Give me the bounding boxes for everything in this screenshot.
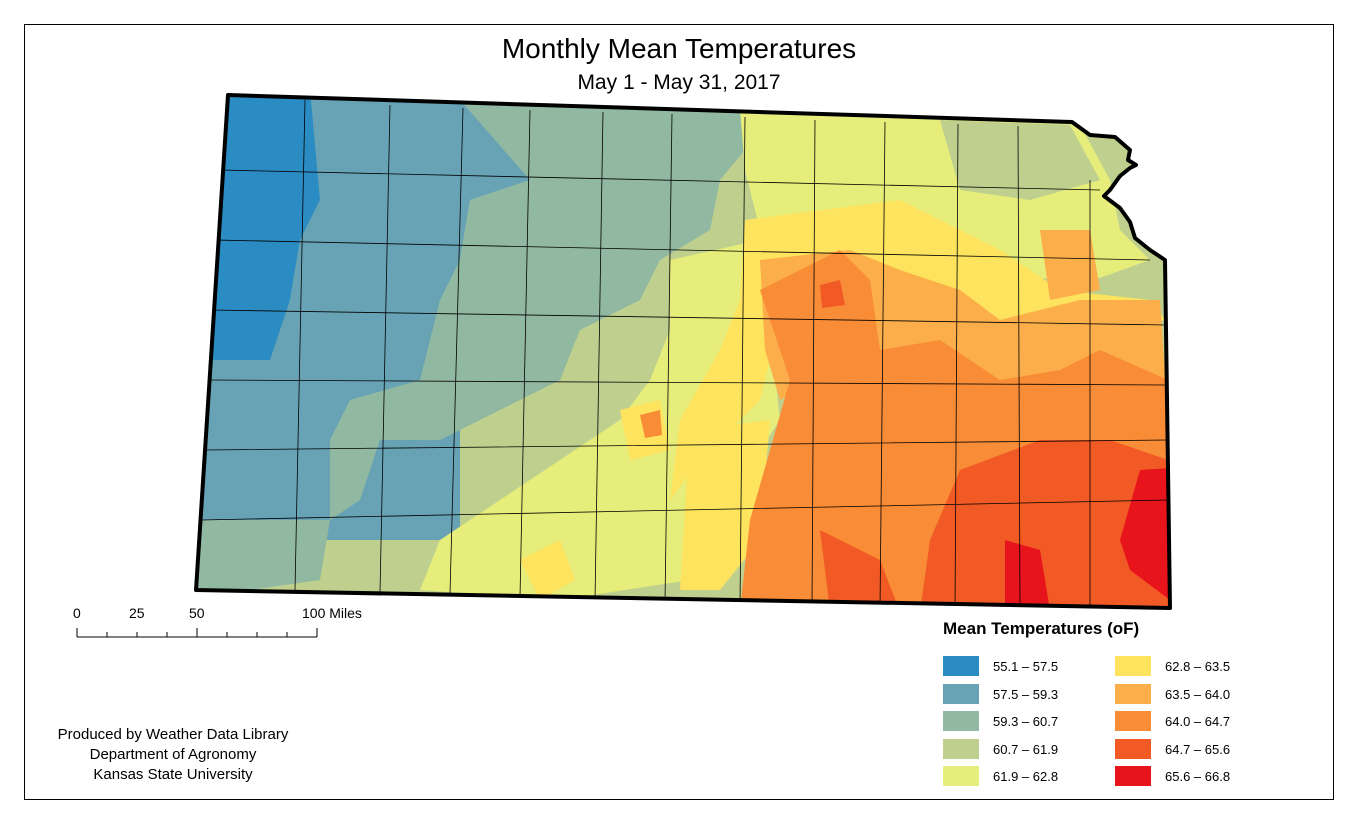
legend-swatch bbox=[1115, 683, 1151, 704]
legend-label: 63.5 – 64.0 bbox=[1165, 686, 1231, 702]
legend-label: 55.1 – 57.5 bbox=[993, 659, 1059, 674]
legend-label: 64.7 – 65.6 bbox=[1165, 741, 1231, 757]
legend-swatch bbox=[1115, 711, 1151, 731]
map-frame bbox=[24, 24, 1334, 800]
legend-label: 57.5 – 59.3 bbox=[993, 686, 1059, 702]
legend-swatch bbox=[1115, 656, 1151, 676]
scale-tick-25: 25 bbox=[129, 605, 145, 621]
legend-swatch bbox=[943, 738, 979, 759]
legend-title: Mean Temperatures (oF) bbox=[943, 619, 1140, 638]
legend-swatch bbox=[1115, 766, 1151, 786]
legend-swatch bbox=[943, 683, 979, 704]
credit-line-3: Kansas State University bbox=[93, 766, 253, 783]
scale-bar bbox=[76, 628, 318, 638]
scale-tick-0: 0 bbox=[73, 605, 81, 621]
legend-label: 59.3 – 60.7 bbox=[993, 714, 1059, 729]
legend-swatch bbox=[1115, 738, 1151, 759]
map-title: Monthly Mean Temperatures bbox=[501, 33, 857, 64]
scale-tick-50: 50 bbox=[189, 605, 205, 621]
scale-tick-100-miles: 100 Miles bbox=[302, 605, 362, 621]
legend-label: 62.8 – 63.5 bbox=[1165, 659, 1231, 674]
legend-label: 64.0 – 64.7 bbox=[1165, 714, 1231, 729]
kansas-outline bbox=[194, 93, 1172, 610]
temperature-zones bbox=[196, 95, 1170, 608]
map-subtitle: May 1 - May 31, 2017 bbox=[577, 71, 781, 94]
credit-line-1: Produced by Weather Data Library bbox=[57, 726, 289, 743]
credit-line-2: Department of Agronomy bbox=[89, 746, 257, 763]
legend-swatch bbox=[943, 711, 979, 731]
legend-label: 60.7 – 61.9 bbox=[993, 741, 1059, 757]
legend-swatch bbox=[943, 766, 979, 786]
legend-label: 65.6 – 66.8 bbox=[1165, 769, 1231, 784]
legend-label: 61.9 – 62.8 bbox=[993, 769, 1059, 784]
legend-swatch bbox=[943, 656, 979, 676]
